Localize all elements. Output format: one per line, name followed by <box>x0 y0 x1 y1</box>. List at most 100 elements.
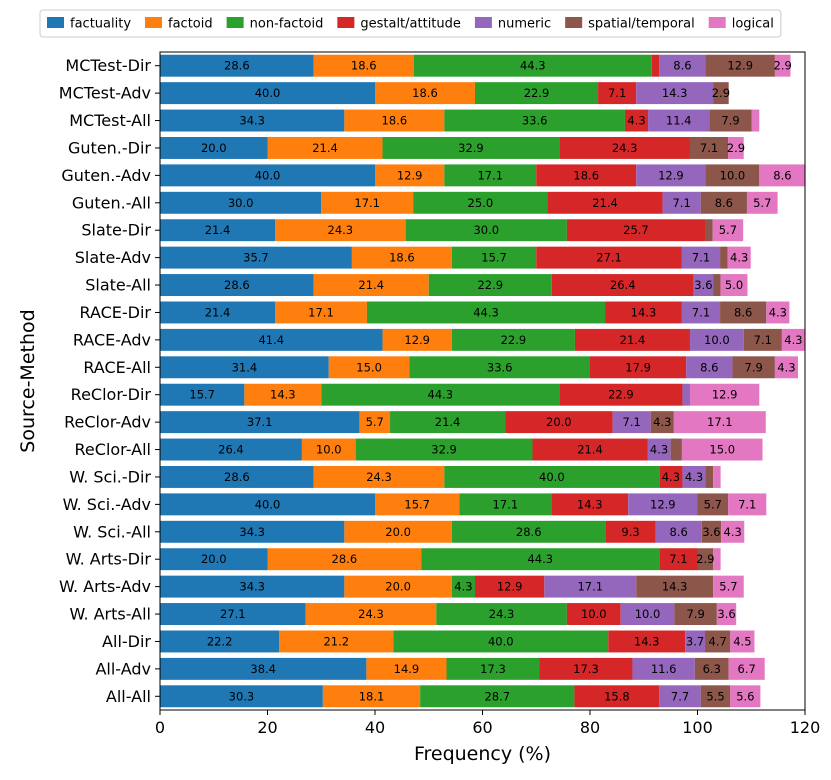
data-label: 21.4 <box>205 223 231 237</box>
data-label: 31.4 <box>232 360 258 374</box>
bar-race-adv-spatial-temporal <box>743 328 782 351</box>
bar-slate-dir-gestalt-attitude <box>566 219 706 242</box>
bar-slate-all-gestalt-attitude <box>551 274 694 297</box>
bar-guten-dir-factuality <box>160 136 268 159</box>
bar-slate-dir-logical <box>712 219 744 242</box>
legend-label-non-factoid: non-factoid <box>250 17 324 32</box>
data-label: 14.9 <box>394 662 420 676</box>
bar-all-dir-logical <box>730 630 755 653</box>
bar-guten-all-logical <box>746 191 778 214</box>
y-tick-label: RACE-Adv <box>73 330 151 349</box>
data-label: 12.9 <box>650 497 676 511</box>
y-tick-label: W. Arts-All <box>69 605 151 624</box>
bar-all-all-numeric <box>659 685 701 708</box>
data-label: 7.1 <box>669 552 687 566</box>
data-label: 33.6 <box>487 360 513 374</box>
y-tick-label: Guten.-All <box>72 193 151 212</box>
bar-slate-all-factuality <box>160 274 314 297</box>
bar-slate-adv-logical <box>727 246 751 269</box>
data-label: 12.9 <box>712 388 738 402</box>
bar-race-all-logical <box>774 356 799 379</box>
data-label: 25.7 <box>623 223 649 237</box>
bar-w-sci-adv-factoid <box>375 493 460 516</box>
data-label: 17.3 <box>573 662 599 676</box>
data-label: 12.9 <box>497 580 523 594</box>
data-label: 7.1 <box>623 415 641 429</box>
legend: factuality factoid non-factoid gestalt/atti… <box>39 9 782 38</box>
bar-race-adv-logical <box>781 328 805 351</box>
bar-w-sci-all-factuality <box>160 520 345 543</box>
bar-race-adv-non-factoid <box>451 328 575 351</box>
bar-all-adv-factoid <box>366 657 447 680</box>
bar-w-sci-dir-gestalt-attitude <box>659 465 683 488</box>
bar-reclor-adv-gestalt-attitude <box>505 411 613 434</box>
bar-guten-adv-numeric <box>636 164 706 187</box>
bar-reclor-adv-logical <box>673 411 766 434</box>
data-label: 4.3 <box>662 470 680 484</box>
data-label: 10.0 <box>635 607 661 621</box>
data-label: 14.3 <box>270 388 296 402</box>
bar-slate-adv-factoid <box>351 246 452 269</box>
bar-reclor-dir-factuality <box>160 383 245 406</box>
data-label: 18.6 <box>573 168 599 182</box>
legend-label-spatial-temporal: spatial/temporal <box>588 17 695 32</box>
data-label: 7.1 <box>672 196 690 210</box>
data-label: 24.3 <box>366 470 392 484</box>
data-label: 20.0 <box>385 525 411 539</box>
bar-mctest-dir-spatial-temporal <box>705 54 775 77</box>
data-label: 24.3 <box>612 141 638 155</box>
bar-w-arts-dir-gestalt-attitude <box>659 548 698 571</box>
bar-w-sci-all-factoid <box>344 520 452 543</box>
y-tick-label: Guten.-Dir <box>68 138 151 157</box>
data-label: 18.6 <box>351 59 377 73</box>
bar-guten-dir-logical <box>728 136 744 159</box>
bar-reclor-adv-non-factoid <box>390 411 506 434</box>
bar-all-dir-factuality <box>160 630 280 653</box>
bar-race-all-factuality <box>160 356 329 379</box>
data-label: 22.9 <box>477 278 503 292</box>
data-label: 15.7 <box>481 251 507 265</box>
data-label: 10.0 <box>316 443 342 457</box>
bar-guten-adv-factuality <box>160 164 375 187</box>
segment-labels: 28.6 18.6 44.3 8.6 12.9 2.9 40.0 18.6 22.9 7.1 14.… <box>189 59 802 704</box>
bar-w-arts-all-numeric <box>620 603 675 626</box>
data-label: 28.6 <box>516 525 542 539</box>
data-label: 40.0 <box>255 86 281 100</box>
data-label: 4.3 <box>685 470 703 484</box>
bar-all-adv-gestalt-attitude <box>539 657 633 680</box>
bar-reclor-adv-factuality <box>160 411 360 434</box>
y-tick-label: W. Sci.-All <box>73 522 151 541</box>
data-label: 24.3 <box>328 223 354 237</box>
bar-reclor-all-non-factoid <box>355 438 533 461</box>
bar-w-sci-dir-factoid <box>313 465 445 488</box>
data-label: 15.0 <box>356 360 382 374</box>
bar-guten-adv-non-factoid <box>444 164 537 187</box>
data-label: 28.6 <box>224 59 250 73</box>
bar-w-sci-adv-spatial-temporal <box>697 493 729 516</box>
bar-all-adv-logical <box>728 657 765 680</box>
data-label: 6.7 <box>738 662 756 676</box>
data-label: 22.9 <box>501 333 527 347</box>
data-label: 7.1 <box>754 333 772 347</box>
bar-guten-adv-gestalt-attitude <box>536 164 637 187</box>
bar-slate-adv-spatial-temporal <box>720 246 728 269</box>
y-tick-label: W. Sci.-Dir <box>69 467 151 486</box>
data-label: 40.0 <box>539 470 565 484</box>
data-label: 6.3 <box>703 662 721 676</box>
data-label: 37.1 <box>247 415 273 429</box>
data-label: 3.7 <box>686 634 704 648</box>
bar-mctest-all-numeric <box>648 109 710 132</box>
bar-w-sci-adv-non-factoid <box>459 493 552 516</box>
data-label: 12.9 <box>727 59 753 73</box>
bar-mctest-adv-factuality <box>160 82 375 105</box>
bar-mctest-adv-numeric <box>636 82 714 105</box>
bar-w-arts-dir-spatial-temporal <box>697 548 714 571</box>
data-label: 22.9 <box>608 388 634 402</box>
bar-slate-dir-non-factoid <box>405 219 567 242</box>
data-label: 7.1 <box>608 86 626 100</box>
data-label: 14.3 <box>662 580 688 594</box>
bar-race-all-spatial-temporal <box>732 356 775 379</box>
bar-reclor-all-numeric <box>647 438 671 461</box>
bar-w-arts-dir-non-factoid <box>421 548 660 571</box>
bar-race-adv-factoid <box>382 328 452 351</box>
